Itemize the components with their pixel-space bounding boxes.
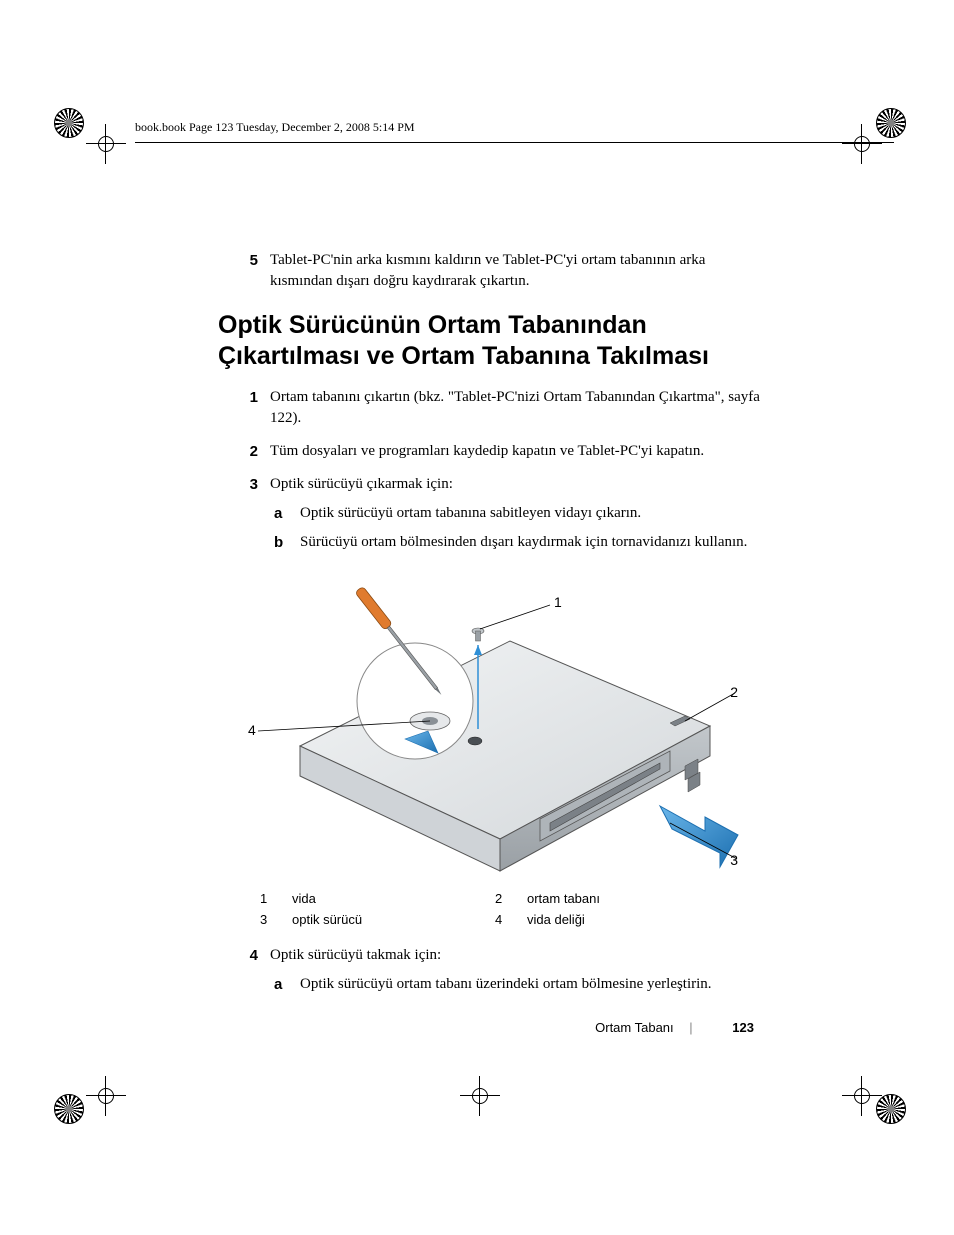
footer-separator: |: [689, 1020, 692, 1035]
step-text: Tüm dosyaları ve programları kaydedip ka…: [270, 441, 770, 462]
step-number: 4: [240, 945, 270, 995]
legend-label: ortam tabanı: [527, 891, 720, 906]
print-mark-radial: [54, 1094, 84, 1124]
step-text: Ortam tabanını çıkartın (bkz. "Tablet-PC…: [270, 387, 770, 429]
legend-num: 1: [260, 891, 282, 906]
print-mark-crosshair: [842, 124, 882, 164]
substep-item: a Optik sürücüyü ortam tabanına sabitley…: [270, 503, 770, 524]
step-item: 5 Tablet-PC'nin arka kısmını kaldırın ve…: [240, 250, 770, 292]
callout-4: 4: [248, 722, 256, 738]
callout-2: 2: [730, 684, 738, 700]
substep-item: a Optik sürücüyü ortam tabanı üzerindeki…: [270, 974, 770, 995]
header-rule: [135, 142, 894, 143]
legend-num: 3: [260, 912, 282, 927]
step-number: 3: [240, 474, 270, 553]
optical-drive-diagram: 1 2 3 4: [240, 571, 740, 881]
running-header: book.book Page 123 Tuesday, December 2, …: [135, 120, 415, 135]
step-number: 2: [240, 441, 270, 462]
substep-text: Sürücüyü ortam bölmesinden dışarı kaydır…: [300, 532, 770, 553]
legend-num: 4: [495, 912, 517, 927]
substep-text: Optik sürücüyü ortam tabanı üzerindeki o…: [300, 974, 770, 995]
substep-letter: b: [270, 532, 300, 553]
print-mark-crosshair: [86, 124, 126, 164]
print-mark-radial: [54, 108, 84, 138]
diagram-legend: 1 vida 2 ortam tabanı 3 optik sürücü 4 v…: [260, 891, 720, 927]
footer-page-number: 123: [732, 1020, 754, 1035]
page-footer: Ortam Tabanı | 123: [595, 1020, 754, 1035]
callout-3: 3: [730, 852, 738, 868]
print-mark-crosshair: [86, 1076, 126, 1116]
substep-letter: a: [270, 503, 300, 524]
step-item: 1 Ortam tabanını çıkartın (bkz. "Tablet-…: [240, 387, 770, 429]
step-item: 3 Optik sürücüyü çıkarmak için: a Optik …: [240, 474, 770, 553]
legend-label: vida deliği: [527, 912, 720, 927]
step-number: 1: [240, 387, 270, 429]
legend-label: optik sürücü: [292, 912, 485, 927]
step-item: 2 Tüm dosyaları ve programları kaydedip …: [240, 441, 770, 462]
print-mark-radial: [876, 108, 906, 138]
callout-1: 1: [554, 594, 562, 610]
step-text: Optik sürücüyü takmak için:: [270, 945, 770, 966]
print-mark-crosshair: [460, 1076, 500, 1116]
step-text: Optik sürücüyü çıkarmak için:: [270, 474, 770, 495]
substep-letter: a: [270, 974, 300, 995]
step-text: Tablet-PC'nin arka kısmını kaldırın ve T…: [270, 250, 770, 292]
page-content: 5 Tablet-PC'nin arka kısmını kaldırın ve…: [240, 250, 770, 1007]
step-item: 4 Optik sürücüyü takmak için: a Optik sü…: [240, 945, 770, 995]
step-number: 5: [240, 250, 270, 292]
legend-num: 2: [495, 891, 517, 906]
footer-section: Ortam Tabanı: [595, 1020, 674, 1035]
legend-label: vida: [292, 891, 485, 906]
substep-item: b Sürücüyü ortam bölmesinden dışarı kayd…: [270, 532, 770, 553]
section-heading: Optik Sürücünün Ortam Tabanından Çıkartı…: [218, 310, 770, 373]
substep-text: Optik sürücüyü ortam tabanına sabitleyen…: [300, 503, 770, 524]
print-mark-radial: [876, 1094, 906, 1124]
